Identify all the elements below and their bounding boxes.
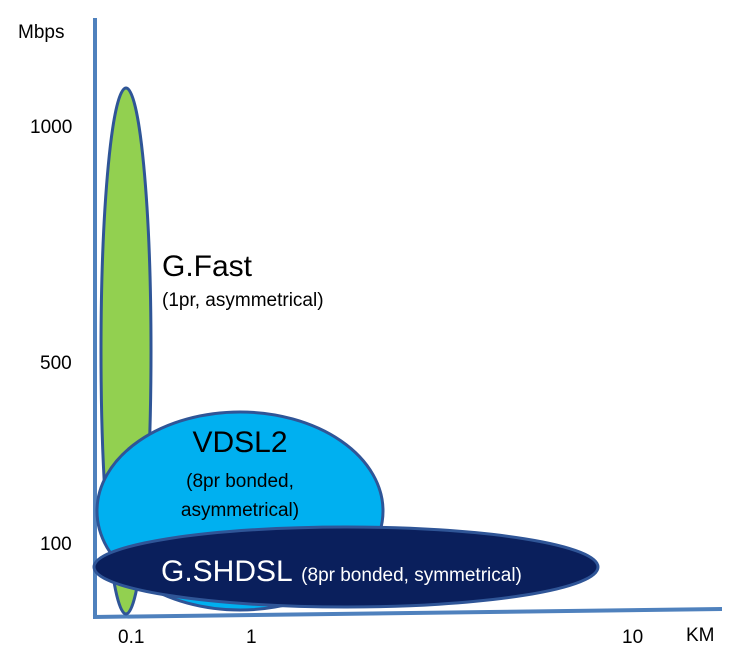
y-tick-label: 500 — [40, 353, 72, 374]
vdsl2-label: VDSL2 — [192, 426, 287, 459]
x-tick-label: 1 — [246, 627, 257, 648]
gshdsl-detail: (8pr bonded, symmetrical) — [301, 565, 522, 586]
vdsl2-detail-line1: (8pr bonded, — [186, 471, 294, 492]
x-axis-unit: KM — [686, 625, 715, 646]
y-tick-label: 100 — [40, 534, 72, 555]
gshdsl-label: G.SHDSL (8pr bonded, symmetrical) — [161, 555, 522, 588]
gfast-detail: (1pr, asymmetrical) — [162, 290, 324, 311]
y-tick-label: 1000 — [30, 117, 72, 138]
gfast-label: G.Fast — [162, 250, 253, 283]
gshdsl-name: G.SHDSL — [161, 555, 293, 588]
vdsl2-detail-line2: asymmetrical) — [181, 500, 299, 521]
gshdsl-region — [92, 525, 600, 609]
y-axis-unit: Mbps — [18, 22, 64, 43]
x-axis-line — [92, 607, 723, 619]
x-tick-label: 10 — [622, 627, 643, 648]
x-tick-label: 0.1 — [118, 627, 144, 648]
